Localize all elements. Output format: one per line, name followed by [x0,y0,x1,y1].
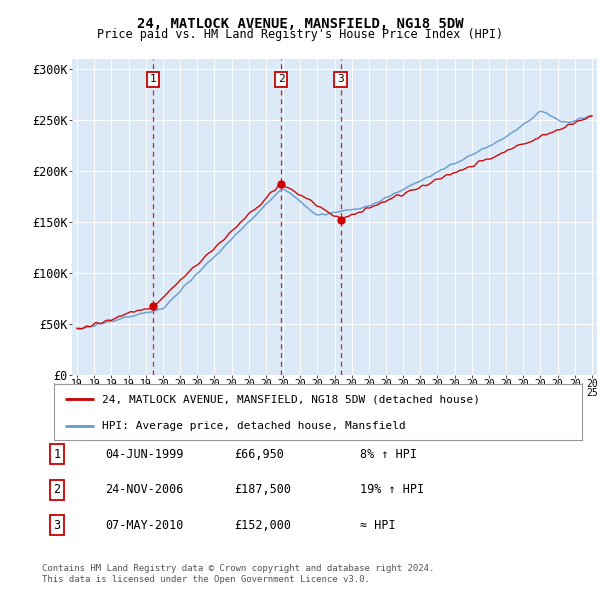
Text: 04-JUN-1999: 04-JUN-1999 [105,448,184,461]
Text: 3: 3 [337,74,344,84]
Text: Price paid vs. HM Land Registry's House Price Index (HPI): Price paid vs. HM Land Registry's House … [97,28,503,41]
Text: £66,950: £66,950 [234,448,284,461]
Text: Contains HM Land Registry data © Crown copyright and database right 2024.: Contains HM Land Registry data © Crown c… [42,565,434,573]
Text: 1: 1 [149,74,157,84]
Text: £152,000: £152,000 [234,519,291,532]
Text: 2: 2 [278,74,284,84]
Text: £187,500: £187,500 [234,483,291,496]
Text: 24-NOV-2006: 24-NOV-2006 [105,483,184,496]
Text: 2: 2 [53,483,61,496]
Text: 3: 3 [53,519,61,532]
Text: HPI: Average price, detached house, Mansfield: HPI: Average price, detached house, Mans… [101,421,405,431]
Text: 8% ↑ HPI: 8% ↑ HPI [360,448,417,461]
Text: 19% ↑ HPI: 19% ↑ HPI [360,483,424,496]
Text: 24, MATLOCK AVENUE, MANSFIELD, NG18 5DW (detached house): 24, MATLOCK AVENUE, MANSFIELD, NG18 5DW … [101,394,479,404]
Text: 07-MAY-2010: 07-MAY-2010 [105,519,184,532]
Text: 24, MATLOCK AVENUE, MANSFIELD, NG18 5DW: 24, MATLOCK AVENUE, MANSFIELD, NG18 5DW [137,17,463,31]
Text: ≈ HPI: ≈ HPI [360,519,395,532]
Text: This data is licensed under the Open Government Licence v3.0.: This data is licensed under the Open Gov… [42,575,370,584]
Text: 1: 1 [53,448,61,461]
